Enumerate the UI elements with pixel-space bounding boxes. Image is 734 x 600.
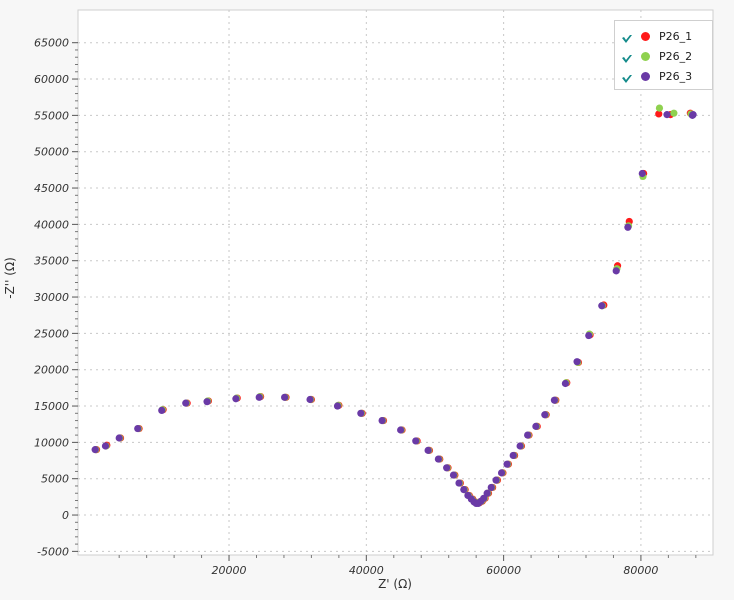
- legend-label: P26_3: [659, 69, 693, 83]
- data-point[interactable]: [532, 422, 540, 430]
- y-tick-label: 20000: [34, 364, 69, 377]
- legend-label: P26_1: [659, 29, 693, 43]
- data-point[interactable]: [689, 111, 697, 119]
- data-point[interactable]: [497, 469, 506, 477]
- x-axis-title: Z' (Ω): [378, 577, 412, 591]
- data-point[interactable]: [585, 331, 593, 340]
- x-tick-label: 80000: [623, 564, 658, 577]
- data-point[interactable]: [255, 393, 263, 401]
- data-point[interactable]: [397, 426, 405, 434]
- y-tick-label: 40000: [34, 218, 69, 231]
- data-point[interactable]: [443, 464, 451, 472]
- series-marker: [641, 31, 650, 41]
- series-p26-3: [91, 111, 697, 508]
- data-point[interactable]: [670, 109, 678, 117]
- y-tick-label: 55000: [34, 109, 69, 122]
- data-point[interactable]: [663, 111, 671, 119]
- data-point[interactable]: [487, 483, 495, 492]
- data-point[interactable]: [655, 110, 663, 118]
- data-point[interactable]: [573, 358, 581, 366]
- data-point[interactable]: [115, 434, 123, 442]
- data-point[interactable]: [492, 476, 500, 484]
- data-point[interactable]: [503, 460, 511, 468]
- data-point[interactable]: [333, 402, 342, 410]
- legend-label: P26_2: [659, 49, 693, 63]
- x-tick-label: 40000: [349, 564, 384, 577]
- y-tick-label: 50000: [34, 146, 69, 159]
- y-tick-label: 0: [62, 509, 69, 522]
- data-point[interactable]: [612, 267, 620, 275]
- y-axis-title: -Z'' (Ω): [3, 257, 17, 299]
- x-tick-label: 20000: [212, 564, 247, 577]
- data-point[interactable]: [561, 379, 570, 388]
- data-points: [91, 104, 697, 508]
- data-point[interactable]: [412, 437, 420, 445]
- data-point[interactable]: [483, 489, 491, 497]
- data-point[interactable]: [516, 442, 524, 450]
- y-tick-label: 60000: [34, 73, 69, 86]
- data-point[interactable]: [638, 169, 646, 178]
- data-point[interactable]: [541, 411, 549, 419]
- data-point[interactable]: [306, 395, 314, 404]
- data-point[interactable]: [455, 479, 463, 487]
- series-marker: [641, 71, 650, 81]
- data-point[interactable]: [460, 486, 468, 494]
- check-icon[interactable]: [621, 50, 633, 63]
- y-tick-label: 35000: [34, 255, 69, 268]
- data-point[interactable]: [598, 302, 606, 310]
- data-point[interactable]: [550, 396, 559, 404]
- y-tick-label: 15000: [34, 400, 69, 413]
- chart-legend: P26_1 P26_2 P26_3: [614, 20, 713, 90]
- y-tick-label: 25000: [34, 327, 69, 340]
- data-point[interactable]: [509, 451, 517, 460]
- y-tick-label: 10000: [34, 436, 69, 449]
- data-point[interactable]: [378, 416, 386, 425]
- data-point[interactable]: [182, 399, 190, 407]
- y-tick-label: 45000: [34, 182, 69, 195]
- x-tick-label: 60000: [486, 564, 521, 577]
- plot-area[interactable]: [77, 9, 714, 556]
- grid-lines: [78, 10, 713, 555]
- y-tick-label: -5000: [37, 545, 69, 558]
- legend-item-p26-3[interactable]: P26_3: [621, 67, 692, 85]
- legend-item-p26-1[interactable]: P26_1: [621, 27, 692, 45]
- data-point[interactable]: [101, 442, 110, 450]
- data-point[interactable]: [158, 406, 166, 414]
- data-point[interactable]: [434, 455, 443, 463]
- series-marker: [641, 51, 650, 61]
- data-point[interactable]: [134, 424, 142, 433]
- data-point[interactable]: [424, 446, 432, 454]
- data-point[interactable]: [232, 395, 240, 403]
- data-point[interactable]: [480, 494, 488, 502]
- y-tick-label: 65000: [34, 37, 69, 50]
- data-point[interactable]: [91, 446, 99, 454]
- y-tick-label: 5000: [41, 473, 69, 486]
- data-point[interactable]: [357, 409, 365, 417]
- axis-ticks: 20000 40000 60000 80000 -5000 0 5000 10000 15000…: [34, 37, 697, 577]
- data-point[interactable]: [203, 398, 211, 406]
- legend-item-p26-2[interactable]: P26_2: [621, 47, 692, 65]
- data-point[interactable]: [624, 223, 632, 231]
- y-tick-label: 30000: [34, 291, 69, 304]
- check-icon[interactable]: [621, 70, 633, 83]
- data-point[interactable]: [281, 393, 289, 401]
- data-point[interactable]: [524, 431, 532, 439]
- data-point[interactable]: [655, 104, 664, 112]
- data-point[interactable]: [449, 471, 458, 479]
- check-icon[interactable]: [621, 30, 633, 43]
